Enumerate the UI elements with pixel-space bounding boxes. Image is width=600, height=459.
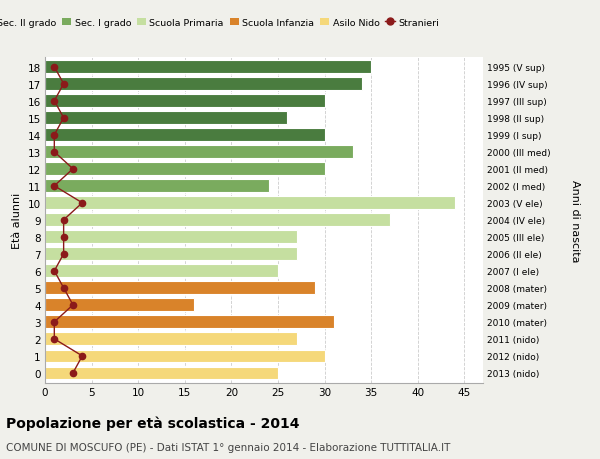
Bar: [45, 129, 325, 142]
Bar: [45, 316, 334, 329]
Bar: [45, 163, 325, 176]
Bar: [45, 146, 353, 159]
Legend: Sec. II grado, Sec. I grado, Scuola Primaria, Scuola Infanzia, Asilo Nido, Stran: Sec. II grado, Sec. I grado, Scuola Prim…: [0, 15, 443, 31]
Bar: [45, 78, 362, 91]
Bar: [45, 333, 296, 346]
Bar: [45, 350, 325, 363]
Bar: [45, 214, 390, 227]
Bar: [45, 95, 325, 108]
Y-axis label: Età alunni: Età alunni: [12, 192, 22, 248]
Text: COMUNE DI MOSCUFO (PE) - Dati ISTAT 1° gennaio 2014 - Elaborazione TUTTITALIA.IT: COMUNE DI MOSCUFO (PE) - Dati ISTAT 1° g…: [6, 442, 451, 452]
Bar: [45, 299, 194, 312]
Bar: [45, 248, 296, 261]
Bar: [45, 197, 455, 210]
Y-axis label: Anni di nascita: Anni di nascita: [570, 179, 580, 262]
Text: Popolazione per età scolastica - 2014: Popolazione per età scolastica - 2014: [6, 415, 299, 430]
Bar: [45, 265, 278, 278]
Bar: [45, 61, 371, 74]
Bar: [45, 112, 287, 125]
Bar: [45, 367, 278, 380]
Bar: [45, 231, 296, 244]
Bar: [45, 180, 269, 193]
Bar: [45, 282, 315, 295]
